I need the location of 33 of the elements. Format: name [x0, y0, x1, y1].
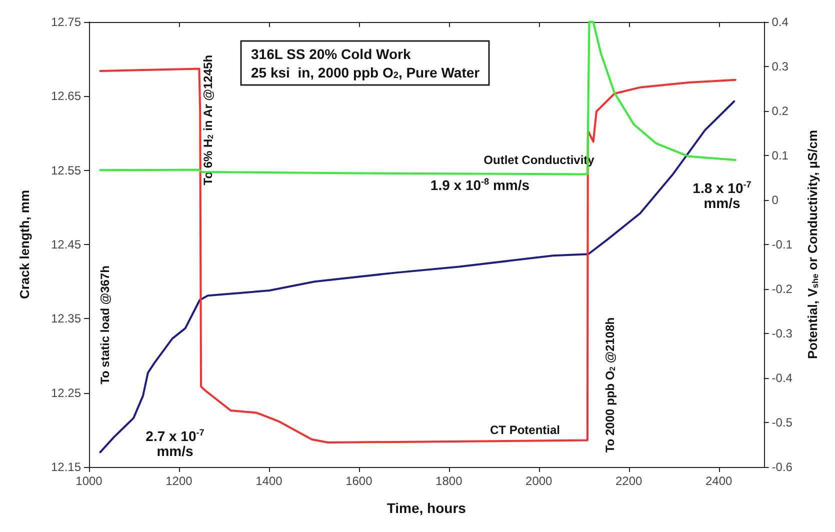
- y2-tick-label: -0.3: [772, 326, 793, 340]
- y2-tick-label: -0.1: [772, 238, 793, 252]
- y2-tick-label: 0.2: [772, 104, 789, 118]
- text: 316L SS 20% Cold Work: [251, 46, 411, 62]
- x-tick-label: 2400: [705, 474, 732, 488]
- y2-tick-label: -0.5: [772, 416, 793, 430]
- x-tick-label: 1600: [346, 474, 373, 488]
- y-tick-label: 12.15: [50, 460, 82, 474]
- y2-axis-title: Potential, Vshe or Conductivity, µS/cm: [804, 130, 820, 360]
- y2-tick-label: -0.6: [772, 460, 793, 474]
- text: 25 ksi in, 2000 ppb O2, Pure Water: [251, 64, 480, 80]
- y-tick-label: 12.35: [50, 312, 82, 326]
- y-axis-title: Crack length, mm: [17, 190, 32, 300]
- annotation: To static load @367h: [98, 266, 112, 384]
- y-tick-label: 12.45: [50, 238, 82, 252]
- y2-tick-label: 0: [772, 193, 779, 207]
- y-tick-label: 12.65: [50, 89, 82, 104]
- x-axis-title: Time, hours: [386, 500, 466, 516]
- y-tick-label: 12.25: [50, 386, 82, 400]
- y2-tick-label: 0.4: [772, 15, 789, 29]
- x-tick-label: 1200: [166, 474, 193, 488]
- x-tick-label: 1800: [436, 474, 463, 488]
- x-tick-label: 2200: [615, 474, 643, 488]
- y-tick-label: 12.55: [50, 163, 82, 178]
- annotation: CT Potential: [490, 423, 560, 437]
- y2-tick-label: -0.2: [772, 282, 793, 296]
- y2-tick-label: 0.3: [772, 60, 789, 74]
- x-tick-label: 1400: [256, 474, 283, 488]
- y-tick-label: 12.75: [50, 15, 82, 29]
- x-tick-label: 2000: [526, 474, 553, 488]
- y2-tick-label: -0.4: [772, 371, 793, 385]
- x-tick-label: 1000: [76, 474, 103, 488]
- y2-tick-label: 0.1: [772, 148, 789, 162]
